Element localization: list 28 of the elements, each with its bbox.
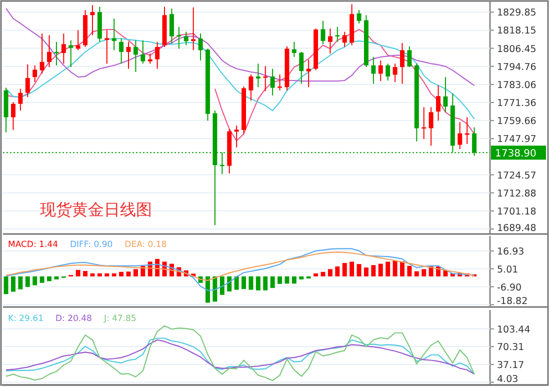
y-tick-label: 1794.76 (497, 62, 536, 73)
y-tick-label: 1724.57 (497, 170, 536, 182)
text: K: 29.61 (8, 314, 44, 324)
y-tick-label: 1689.48 (497, 223, 536, 234)
text: J: 47.85 (102, 314, 136, 324)
y-tick-label: 70.31 (497, 342, 524, 354)
y-tick-label: 1818.15 (497, 26, 536, 37)
text: 现货黄金日线图 (40, 200, 152, 219)
y-tick-label: 1747.97 (497, 134, 536, 146)
text: MACD: 1.44 (8, 240, 58, 250)
text: D: 20.48 (55, 314, 92, 324)
y-tick-label: 1771.36 (497, 98, 536, 109)
series-label: DIFF: 0.90 (70, 240, 113, 250)
y-tick-label: 103.44 (497, 324, 530, 336)
y-tick-label: -6.90 (497, 282, 522, 294)
y-tick-label: 16.93 (497, 246, 524, 258)
y-tick-label: 1829.85 (497, 8, 536, 19)
y-tick-label: 1701.18 (497, 206, 536, 218)
y-tick-label: 1783.06 (497, 80, 536, 91)
y-tick-label: 5.01 (497, 264, 518, 276)
series-label: DEA: 0.18 (124, 240, 167, 250)
y-tick-label: 1712.88 (497, 188, 536, 200)
y-tick-label: 1759.66 (497, 116, 536, 128)
y-tick-label: -18.82 (497, 296, 528, 307)
y-tick-label: 1806.45 (497, 44, 536, 55)
ref-line-label: 1738.90 (495, 148, 536, 160)
y-tick-label: 4.03 (497, 374, 518, 385)
y-tick-label: 37.17 (497, 360, 524, 371)
